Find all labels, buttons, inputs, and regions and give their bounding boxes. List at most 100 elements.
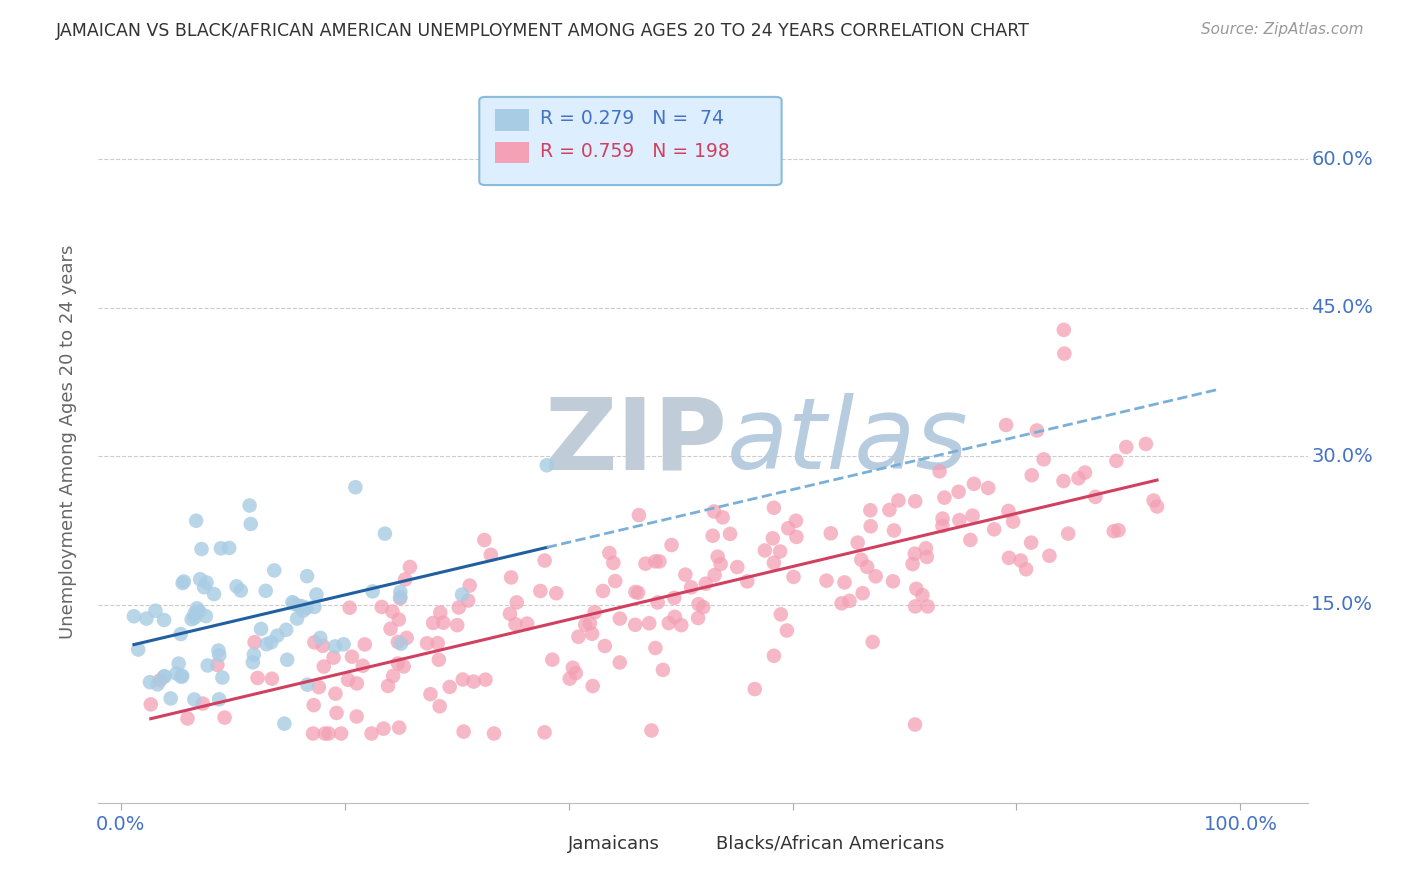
Point — [276, 653, 298, 667]
Point — [127, 642, 149, 657]
Point — [479, 548, 502, 562]
Point — [501, 570, 523, 584]
FancyBboxPatch shape — [676, 835, 707, 854]
Point — [644, 640, 666, 655]
Point — [859, 503, 882, 517]
Point — [1067, 471, 1090, 485]
Text: R = 0.279   N =  74: R = 0.279 N = 74 — [540, 109, 724, 128]
Point — [387, 657, 409, 671]
Point — [506, 595, 529, 609]
Point — [186, 601, 208, 615]
Text: Source: ZipAtlas.com: Source: ZipAtlas.com — [1201, 22, 1364, 37]
Point — [186, 514, 208, 528]
Point — [686, 611, 709, 625]
Point — [737, 574, 759, 589]
Point — [337, 673, 360, 687]
Point — [883, 524, 905, 538]
Point — [323, 640, 346, 654]
Point — [188, 605, 211, 619]
FancyBboxPatch shape — [527, 835, 560, 854]
Point — [934, 491, 956, 505]
Point — [785, 530, 807, 544]
Point — [243, 635, 266, 649]
Point — [671, 618, 693, 632]
Point — [785, 514, 807, 528]
Point — [463, 674, 485, 689]
Point — [381, 605, 404, 619]
Point — [1002, 515, 1025, 529]
Point — [474, 673, 496, 687]
Point — [302, 698, 325, 712]
Point — [1032, 452, 1054, 467]
Point — [176, 711, 198, 725]
Point — [202, 587, 225, 601]
Point — [593, 639, 616, 653]
Point — [389, 591, 412, 606]
Point — [1074, 466, 1097, 480]
Point — [432, 615, 454, 630]
Point — [959, 533, 981, 547]
Text: Jamaicans: Jamaicans — [568, 835, 659, 853]
Point — [353, 637, 375, 651]
Point — [762, 500, 785, 515]
Point — [711, 510, 734, 524]
Point — [387, 635, 409, 649]
Point — [776, 624, 799, 638]
Point — [1053, 323, 1076, 337]
Point — [706, 549, 728, 564]
Point — [725, 560, 748, 574]
Point — [214, 710, 236, 724]
Point — [565, 666, 588, 681]
Point — [458, 578, 481, 592]
Point — [905, 582, 928, 596]
Point — [541, 653, 564, 667]
Point — [427, 653, 450, 667]
Point — [377, 679, 399, 693]
Point — [640, 723, 662, 738]
Point — [318, 726, 340, 740]
Point — [516, 616, 538, 631]
Point — [904, 717, 927, 731]
Point — [762, 648, 785, 663]
Point — [1084, 490, 1107, 504]
Point — [546, 586, 568, 600]
Point — [505, 617, 527, 632]
Point — [292, 604, 315, 618]
Point — [250, 622, 273, 636]
Point — [762, 531, 785, 545]
Point — [180, 612, 202, 626]
Point — [389, 585, 412, 599]
Point — [416, 636, 439, 650]
Point — [453, 724, 475, 739]
FancyBboxPatch shape — [495, 142, 529, 163]
Point — [681, 580, 703, 594]
Text: Blacks/African Americans: Blacks/African Americans — [716, 835, 945, 853]
Point — [188, 572, 211, 586]
Point — [882, 574, 904, 589]
Point — [159, 691, 181, 706]
Point — [304, 635, 326, 649]
Point — [276, 623, 298, 637]
Point — [352, 658, 374, 673]
Point — [197, 658, 219, 673]
Point — [388, 613, 411, 627]
Point — [901, 557, 924, 571]
Point — [392, 659, 415, 673]
Point — [273, 716, 295, 731]
Point — [422, 615, 444, 630]
Point — [581, 626, 603, 640]
Point — [239, 516, 262, 531]
Point — [963, 476, 986, 491]
Point — [1019, 535, 1042, 549]
Point — [602, 556, 624, 570]
Point — [283, 597, 305, 611]
Point — [820, 526, 842, 541]
Point — [399, 560, 422, 574]
Point — [688, 597, 710, 611]
Point — [172, 576, 194, 591]
Point — [928, 464, 950, 478]
Point — [451, 673, 474, 687]
Point — [592, 584, 614, 599]
Point — [314, 726, 336, 740]
Text: 60.0%: 60.0% — [1312, 150, 1372, 169]
